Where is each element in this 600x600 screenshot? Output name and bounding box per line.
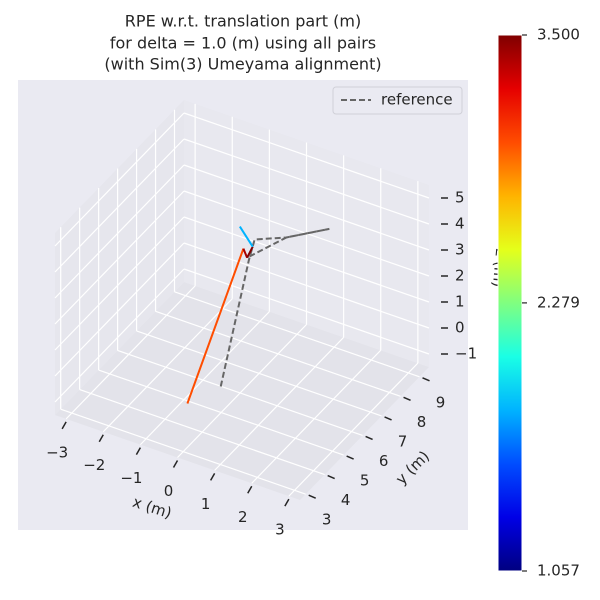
tick-mark [384,416,392,421]
z-tick-label: −1 [455,345,477,363]
grid-line [79,389,325,476]
x-tick-label: 3 [275,521,285,539]
grid-line [139,311,270,446]
grid-line [98,369,344,456]
y-tick-label: 5 [360,472,370,490]
grid-line [214,336,345,471]
x-tick-label: 0 [164,482,174,500]
trajectory-segment [246,246,254,259]
grid-line [54,112,185,247]
tick-mark [346,455,354,460]
tick-mark [308,494,316,499]
grid-line [183,268,430,355]
grid-line [54,190,185,325]
trajectory-segment [239,226,254,248]
tick-mark [172,460,179,468]
tick-mark [135,447,142,455]
tick-mark [365,435,373,441]
legend: reference [332,86,463,115]
grid-line [155,310,401,397]
z-tick-label: 3 [455,241,465,259]
reference-line [219,227,330,387]
y-tick-label: 4 [341,491,351,509]
z-tick-label: 4 [455,215,465,233]
colorbar-tick-label: 2.279 [537,293,580,311]
legend-box [332,86,463,115]
plot-area [54,100,448,507]
grid-line [288,362,419,497]
x-tick-label: 1 [201,495,211,513]
y-tick-label: 7 [398,432,408,450]
grid-line [183,112,430,199]
x-tick-label: −2 [83,456,105,474]
z-tick-label: 0 [455,319,465,337]
tick-mark [403,396,411,402]
grid-line [251,349,382,484]
grid-line [65,285,196,420]
grid-line [60,408,306,495]
chart-title: RPE w.r.t. translation part (m) [125,12,361,31]
z-tick-label: 1 [455,293,465,311]
grid-line [136,330,382,417]
x-tick-label: −3 [46,443,68,461]
y-tick-label: 6 [379,452,389,470]
legend-label: reference [381,91,453,109]
colorbar: 1.057 2.279 3.500 [497,26,580,580]
trajectory-segment [242,248,249,259]
grid-line [54,138,185,273]
tick-mark [98,434,104,443]
grid-line [54,268,185,403]
tick-mark [61,421,67,430]
grid-line [174,291,420,378]
tick-mark [247,485,253,494]
y-tick-label: 3 [322,511,332,529]
grid-line [117,349,363,437]
tick-mark [422,377,430,382]
colorbar-scale [497,34,523,572]
y-tick-label: 8 [417,413,427,431]
chart-title: for delta = 1.0 (m) using all pairs [110,34,376,53]
grid-line [183,138,430,225]
grid-line [54,242,185,377]
grid-line [183,164,430,251]
y-tick-label: 9 [436,393,446,411]
tick-mark [209,473,216,481]
z-tick-label: 5 [455,189,465,207]
tick-mark [327,474,335,480]
grid-line [177,324,307,458]
grid-line [54,216,185,351]
grid-line [102,298,233,433]
z-tick-label: 2 [455,267,465,285]
colorbar-tick-label: 1.057 [537,562,580,580]
tick-mark [284,498,290,507]
grid-line [183,242,430,329]
trajectory-segment [186,248,245,404]
grid-line [54,164,185,299]
x-tick-label: −1 [120,469,142,487]
colorbar-tick-label: 3.500 [537,26,580,44]
grid-line [183,216,430,303]
x-tick-label: 2 [238,508,248,526]
chart-title: (with Sim(3) Umeyama alignment) [104,55,381,74]
